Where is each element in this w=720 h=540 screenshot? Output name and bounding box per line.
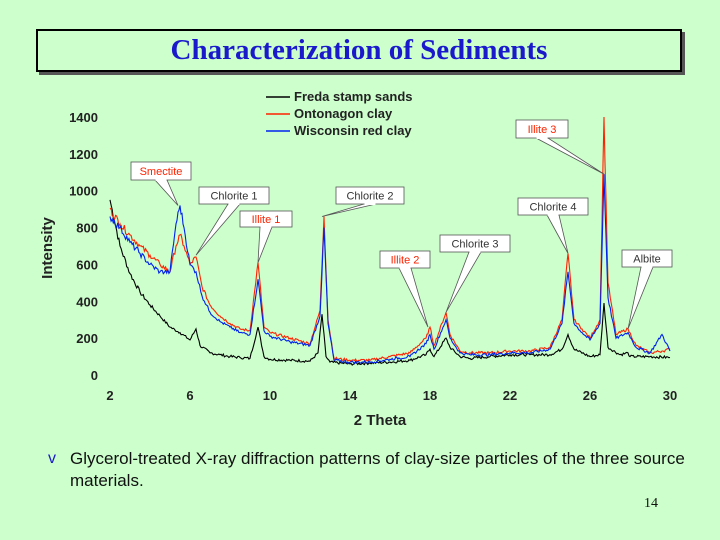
annotation-label: Illite 1 xyxy=(252,214,281,226)
callout-joint xyxy=(547,214,559,216)
chart-annotations: Smectite Chlorite 1 Illite 1 Chlorite 2 Illi… xyxy=(130,119,673,330)
callout-joint xyxy=(364,203,376,205)
callout-pointer xyxy=(195,203,241,256)
callout-joint xyxy=(260,226,272,228)
callout-pointer xyxy=(398,267,429,328)
annotation-label: Smectite xyxy=(140,166,183,178)
annotation-label: Chlorite 3 xyxy=(451,239,498,251)
y-tick-label: 200 xyxy=(76,331,98,346)
annotation-label: Illite 3 xyxy=(528,124,557,136)
x-tick-label: 14 xyxy=(343,388,358,403)
annotation-label: Illite 2 xyxy=(391,255,420,267)
callout-pointer xyxy=(627,266,654,330)
callout-joint xyxy=(641,266,653,268)
callout-joint xyxy=(228,203,240,205)
callout-pointer xyxy=(321,203,377,217)
callout-joint xyxy=(469,251,481,253)
x-tick-label: 6 xyxy=(186,388,193,403)
caption-text: Glycerol-treated X-ray diffraction patte… xyxy=(70,449,685,490)
y-tick-label: 400 xyxy=(76,294,98,309)
x-tick-label: 30 xyxy=(663,388,677,403)
x-tick-label: 10 xyxy=(263,388,277,403)
page-number: 14 xyxy=(644,496,658,511)
y-tick-label: 0 xyxy=(91,368,98,383)
page-title: Characterization of Sediments xyxy=(170,34,548,66)
series-line-0 xyxy=(109,199,671,366)
annotation-label: Chlorite 1 xyxy=(210,191,257,203)
callout-joint xyxy=(399,267,411,269)
series-line-2 xyxy=(109,174,671,365)
legend-entry: Ontonagon clay xyxy=(294,106,393,121)
title-box: Characterization of Sediments xyxy=(36,29,682,72)
annotation-label: Chlorite 2 xyxy=(346,191,393,203)
x-tick-label: 22 xyxy=(503,388,517,403)
legend-entry: Freda stamp sands xyxy=(294,89,413,104)
callout-pointer xyxy=(535,137,605,175)
callout-pointer xyxy=(154,179,179,206)
y-tick-label: 1400 xyxy=(69,110,98,125)
series-line-1 xyxy=(109,116,671,363)
callout-joint xyxy=(536,137,548,139)
annotation-label: Albite xyxy=(633,254,661,266)
callout-joint xyxy=(155,179,167,181)
caption: v Glycerol-treated X-ray diffraction pat… xyxy=(48,448,688,492)
callout-pointer xyxy=(546,214,569,254)
y-tick-label: 600 xyxy=(76,257,98,272)
x-tick-label: 26 xyxy=(583,388,597,403)
y-tick-label: 1000 xyxy=(69,184,98,199)
annotation-label: Chlorite 4 xyxy=(529,202,576,214)
chart-legend: Freda stamp sands Ontonagon clay Wisconsin… xyxy=(266,89,413,138)
callout-pointer xyxy=(257,226,273,263)
y-axis-label: Intensity xyxy=(39,217,56,279)
bullet-icon: v xyxy=(48,450,56,467)
y-tick-label: 800 xyxy=(76,221,98,236)
y-tick-label: 1200 xyxy=(69,147,98,162)
legend-entry: Wisconsin red clay xyxy=(294,123,412,138)
x-tick-label: 18 xyxy=(423,388,437,403)
chart-series xyxy=(109,116,671,366)
callout-pointer xyxy=(445,251,482,313)
x-axis-label: 2 Theta xyxy=(354,412,407,429)
x-tick-label: 2 xyxy=(106,388,113,403)
